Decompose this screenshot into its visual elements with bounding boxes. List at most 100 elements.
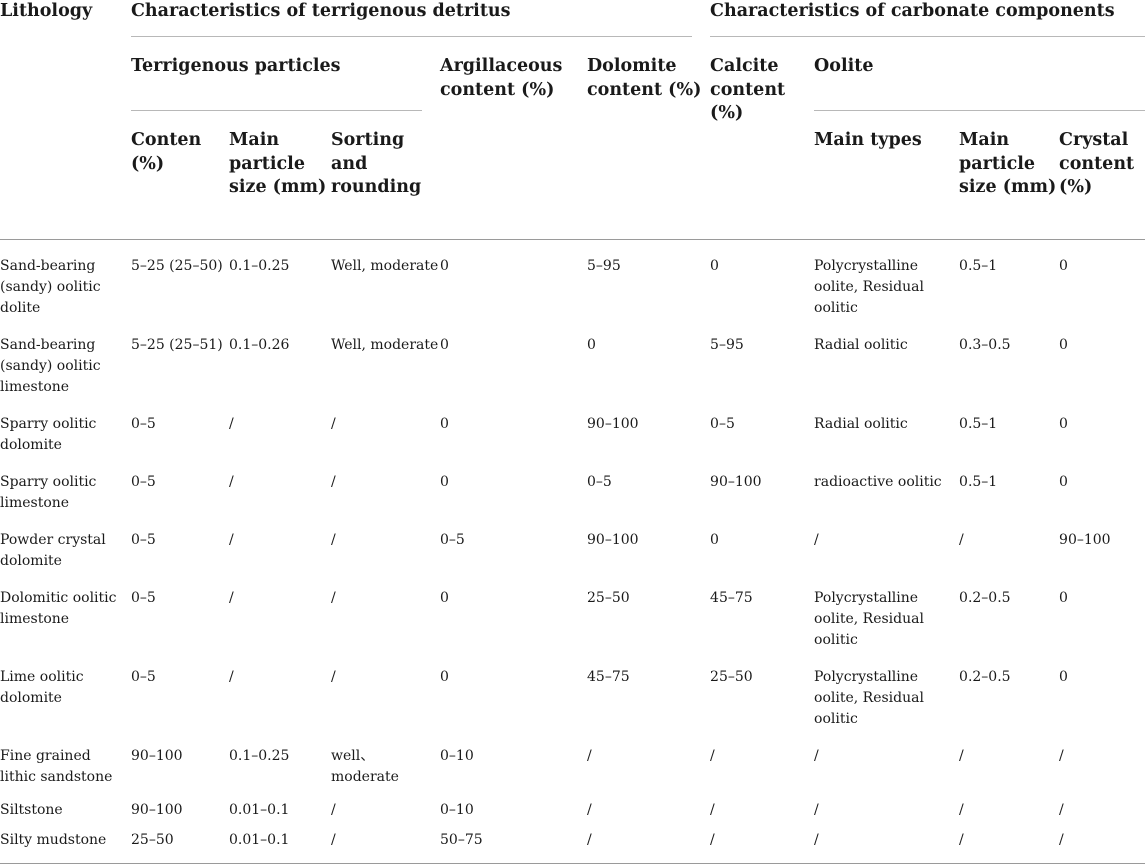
cell-argillaceous: 0–5 [440, 532, 465, 548]
cell-size: 0.01–0.1 [229, 821, 331, 864]
header-main-particle-size: Main particle size (mm) [229, 111, 331, 240]
cell-size: / [229, 474, 234, 490]
cell-crystal: 90–100 [1059, 532, 1111, 548]
cell-calcite: 45–75 [710, 590, 753, 606]
cell-conten: 0–5 [131, 532, 156, 548]
cell-size: 0.1–0.25 [229, 748, 290, 764]
header-terrigenous-group: Characteristics of terrigenous detritus [131, 0, 710, 37]
cell-oolite-size: 0.5–1 [959, 416, 998, 432]
cell-oolite-size: 0.5–1 [959, 258, 998, 274]
cell-crystal: 0 [1059, 474, 1068, 490]
cell-argillaceous: 50–75 [440, 821, 587, 864]
header-oolite-particle-size: Main particle size (mm) [959, 111, 1060, 240]
cell-argillaceous: 0 [440, 669, 449, 685]
cell-types: Radial oolitic [814, 416, 908, 432]
cell-crystal: 0 [1059, 669, 1068, 685]
cell-lithology: Silty mudstone [0, 821, 131, 864]
cell-calcite: 0 [710, 258, 719, 274]
cell-dolomite: 25–50 [587, 590, 630, 606]
cell-conten: 90–100 [131, 748, 183, 764]
cell-oolite-size: / [959, 821, 1060, 864]
header-oolite: Oolite [814, 37, 1145, 111]
cell-conten: 90–100 [131, 802, 183, 818]
cell-types: / [814, 821, 960, 864]
cell-size: / [229, 590, 234, 606]
table-row: Sand-bearing (sandy) oolitic limestone 5… [0, 319, 1145, 398]
cell-size: / [229, 532, 234, 548]
cell-oolite-size: 0.2–0.5 [959, 590, 1011, 606]
cell-oolite-size: / [959, 532, 964, 548]
cell-crystal: 0 [1059, 590, 1068, 606]
cell-conten: 0–5 [131, 590, 156, 606]
cell-crystal: / [1059, 802, 1064, 818]
cell-sorting: well、moderate [331, 748, 399, 785]
cell-dolomite: 90–100 [587, 532, 639, 548]
cell-oolite-size: / [959, 802, 964, 818]
table-row: Lime oolitic dolomite 0–5 / / 0 45–75 25… [0, 651, 1145, 730]
table-row: Powder crystal dolomite 0–5 / / 0–5 90–1… [0, 514, 1145, 572]
cell-conten: 0–5 [131, 669, 156, 685]
header-crystal: Crystal content (%) [1059, 111, 1145, 240]
cell-sorting: / [331, 590, 336, 606]
cell-sorting: Well, moderate [331, 337, 439, 353]
cell-dolomite: / [587, 802, 592, 818]
cell-calcite: / [710, 802, 715, 818]
cell-dolomite: 5–95 [587, 258, 621, 274]
cell-conten: 0–5 [131, 416, 156, 432]
cell-argillaceous: 0 [440, 474, 449, 490]
table-row: Sand-bearing (sandy) oolitic dolite 5–25… [0, 240, 1145, 320]
cell-calcite: / [710, 821, 815, 864]
cell-lithology: Dolomitic oolitic limestone [0, 590, 117, 627]
cell-lithology: Sand-bearing (sandy) oolitic dolite [0, 258, 101, 316]
table-row: Dolomitic oolitic limestone 0–5 / / 0 25… [0, 572, 1145, 651]
cell-argillaceous: 0 [440, 416, 449, 432]
cell-dolomite: / [587, 748, 592, 764]
cell-types: Polycrystalline oolite, Residual oolitic [814, 258, 924, 316]
cell-types: / [814, 532, 819, 548]
cell-dolomite: 0–5 [587, 474, 612, 490]
cell-size: 0.01–0.1 [229, 802, 290, 818]
cell-types: Polycrystalline oolite, Residual oolitic [814, 590, 924, 648]
cell-oolite-size: / [959, 748, 964, 764]
cell-sorting: / [331, 821, 440, 864]
cell-size: 0.1–0.26 [229, 337, 290, 353]
cell-conten: 0–5 [131, 474, 156, 490]
cell-sorting: Well, moderate [331, 258, 439, 274]
header-main-types: Main types [814, 111, 960, 240]
cell-lithology: Siltstone [0, 802, 63, 818]
cell-oolite-size: 0.5–1 [959, 474, 998, 490]
cell-calcite: 5–95 [710, 337, 744, 353]
cell-dolomite: 90–100 [587, 416, 639, 432]
cell-oolite-size: 0.2–0.5 [959, 669, 1011, 685]
table-row: Sparry oolitic limestone 0–5 / / 0 0–5 9… [0, 456, 1145, 514]
cell-dolomite: 45–75 [587, 669, 630, 685]
header-conten: Conten (%) [131, 111, 229, 240]
table-row: Fine grained lithic sandstone 90–100 0.1… [0, 730, 1145, 788]
cell-lithology: Sparry oolitic limestone [0, 474, 97, 511]
cell-argillaceous: 0 [440, 337, 449, 353]
table-row: Sparry oolitic dolomite 0–5 / / 0 90–100… [0, 398, 1145, 456]
cell-sorting: / [331, 532, 336, 548]
cell-lithology: Sand-bearing (sandy) oolitic limestone [0, 337, 101, 395]
cell-calcite: 25–50 [710, 669, 753, 685]
cell-types: Radial oolitic [814, 337, 908, 353]
header-dolomite: Dolomite content (%) [587, 37, 711, 240]
cell-lithology: Fine grained lithic sandstone [0, 748, 113, 785]
cell-argillaceous: 0–10 [440, 802, 474, 818]
cell-argillaceous: 0 [440, 590, 449, 606]
cell-lithology: Lime oolitic dolomite [0, 669, 84, 706]
cell-types: / [814, 802, 819, 818]
cell-calcite: 0–5 [710, 416, 735, 432]
cell-argillaceous: 0–10 [440, 748, 474, 764]
cell-calcite: / [710, 748, 715, 764]
header-terrigenous-particles: Terrigenous particles [131, 37, 440, 111]
cell-crystal: / [1059, 748, 1064, 764]
cell-sorting: / [331, 416, 336, 432]
cell-types: / [814, 748, 819, 764]
cell-sorting: / [331, 474, 336, 490]
cell-crystal: 0 [1059, 416, 1068, 432]
cell-size: / [229, 416, 234, 432]
cell-types: radioactive oolitic [814, 474, 942, 490]
cell-sorting: / [331, 802, 336, 818]
